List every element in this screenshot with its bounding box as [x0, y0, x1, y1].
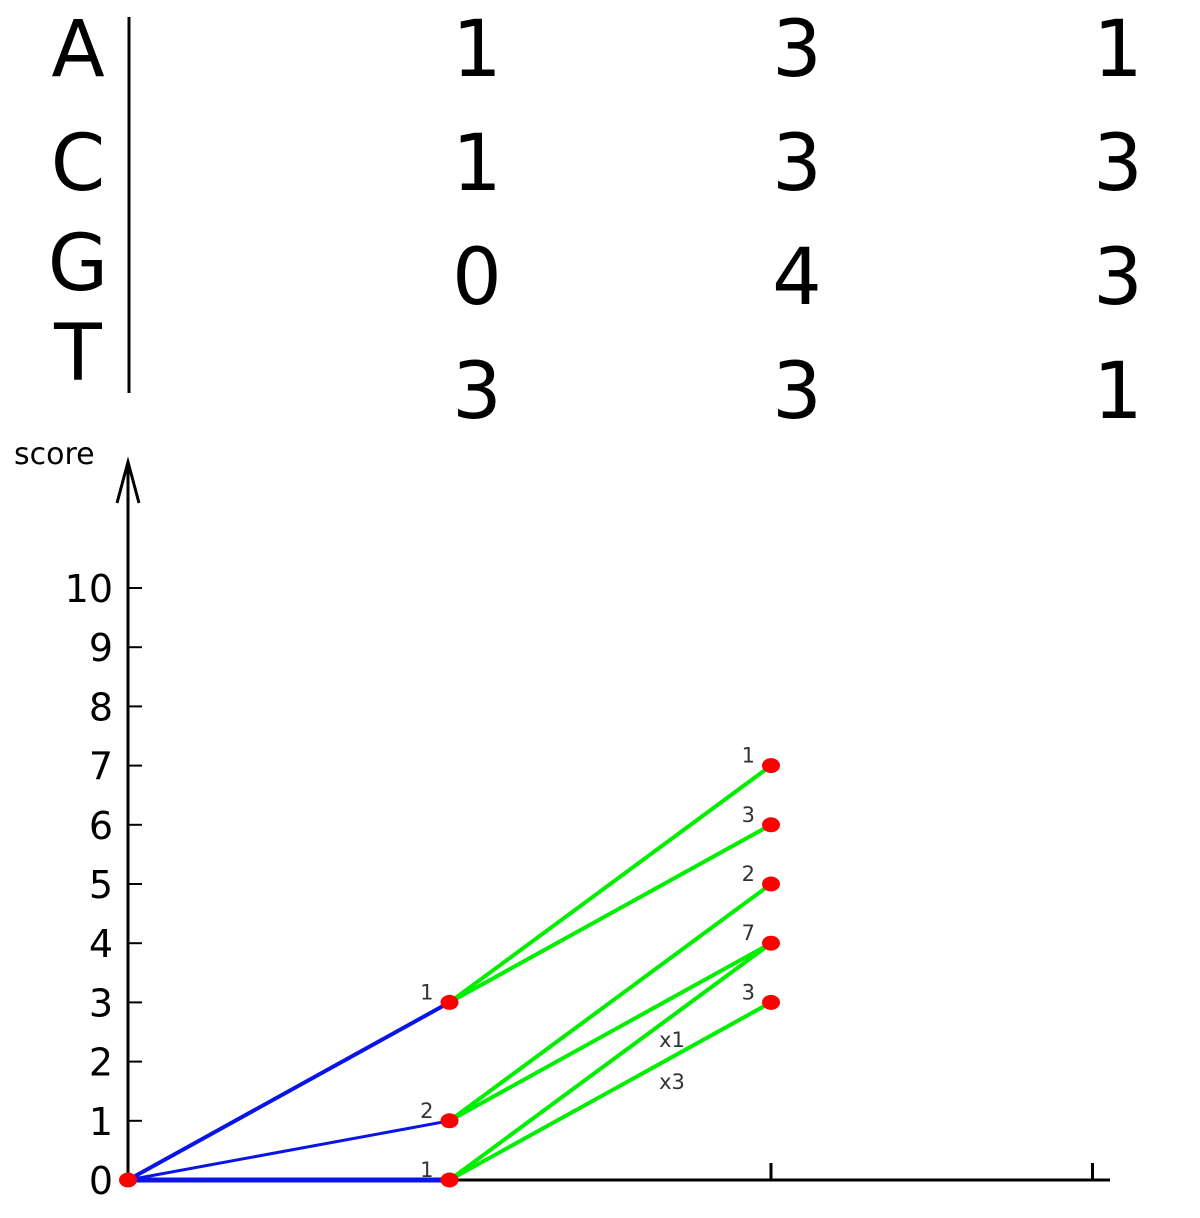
y-tick-label: 7	[89, 745, 113, 789]
graph-node	[440, 994, 459, 1010]
graph-node	[119, 1172, 137, 1188]
node-count-label: 2	[420, 1099, 433, 1123]
matrix-row-label: A	[51, 5, 104, 95]
y-tick-label: 2	[89, 1041, 113, 1085]
blue-edge	[126, 1000, 452, 1182]
graph-node	[762, 817, 780, 833]
node-count-label: 1	[742, 744, 755, 768]
matrix-row-label: G	[48, 219, 108, 309]
blue-edge	[126, 1119, 451, 1182]
y-tick-label: 0	[89, 1159, 113, 1203]
node-count-label: 3	[742, 803, 755, 827]
graph-node	[440, 1172, 459, 1188]
matrix-row-label: C	[51, 119, 105, 209]
matrix-cell: 1	[1093, 347, 1143, 437]
matrix-cell: 3	[1093, 119, 1143, 209]
matrix-cell: 1	[1093, 5, 1143, 95]
graph-node	[762, 994, 780, 1010]
matrix-cell: 3	[452, 347, 502, 437]
y-tick-label: 9	[89, 626, 113, 670]
graph-node	[762, 876, 780, 892]
graph-node	[762, 935, 780, 951]
y-tick-label: 6	[89, 804, 113, 848]
y-tick-label: 3	[89, 981, 113, 1025]
graph-node	[440, 1113, 459, 1129]
matrix-cell: 3	[772, 347, 822, 437]
matrix-cell: 3	[772, 5, 822, 95]
graph-node	[762, 758, 780, 774]
green-edge	[447, 1000, 773, 1182]
matrix-cell: 3	[772, 119, 822, 209]
node-count-label: 3	[742, 980, 755, 1004]
green-edge	[447, 822, 773, 1005]
edge-multiplier-label: x1	[659, 1028, 685, 1052]
y-tick-label: 5	[89, 863, 113, 907]
node-count-label: 1	[420, 1158, 433, 1182]
node-count-label: 2	[742, 862, 755, 886]
green-edge	[447, 941, 773, 1123]
y-axis-label: score	[14, 437, 95, 472]
matrix-cell: 3	[1093, 233, 1143, 323]
green-edge	[447, 941, 773, 1182]
y-tick-label: 8	[89, 685, 113, 729]
node-count-label: 1	[420, 980, 433, 1004]
edge-multiplier-label: x3	[659, 1070, 685, 1094]
matrix-row-label: T	[53, 309, 102, 399]
y-tick-label: 4	[89, 922, 113, 966]
score-chart: score 0 1 2 3 4 5 6 7 8 9 10 1 2 1 1 3 2 7 3 x1 x3	[14, 437, 1110, 1203]
matrix-cell: 1	[452, 119, 502, 209]
matrix-cell: 4	[772, 233, 822, 323]
green-edge	[447, 763, 773, 1005]
node-count-label: 7	[742, 921, 755, 945]
matrix-cell: 1	[452, 5, 502, 95]
y-tick-label: 10	[65, 567, 113, 611]
y-tick-label: 1	[89, 1100, 113, 1144]
y-axis-arrowhead	[115, 456, 141, 504]
matrix-cell: 0	[452, 233, 502, 323]
green-edge	[447, 882, 773, 1123]
